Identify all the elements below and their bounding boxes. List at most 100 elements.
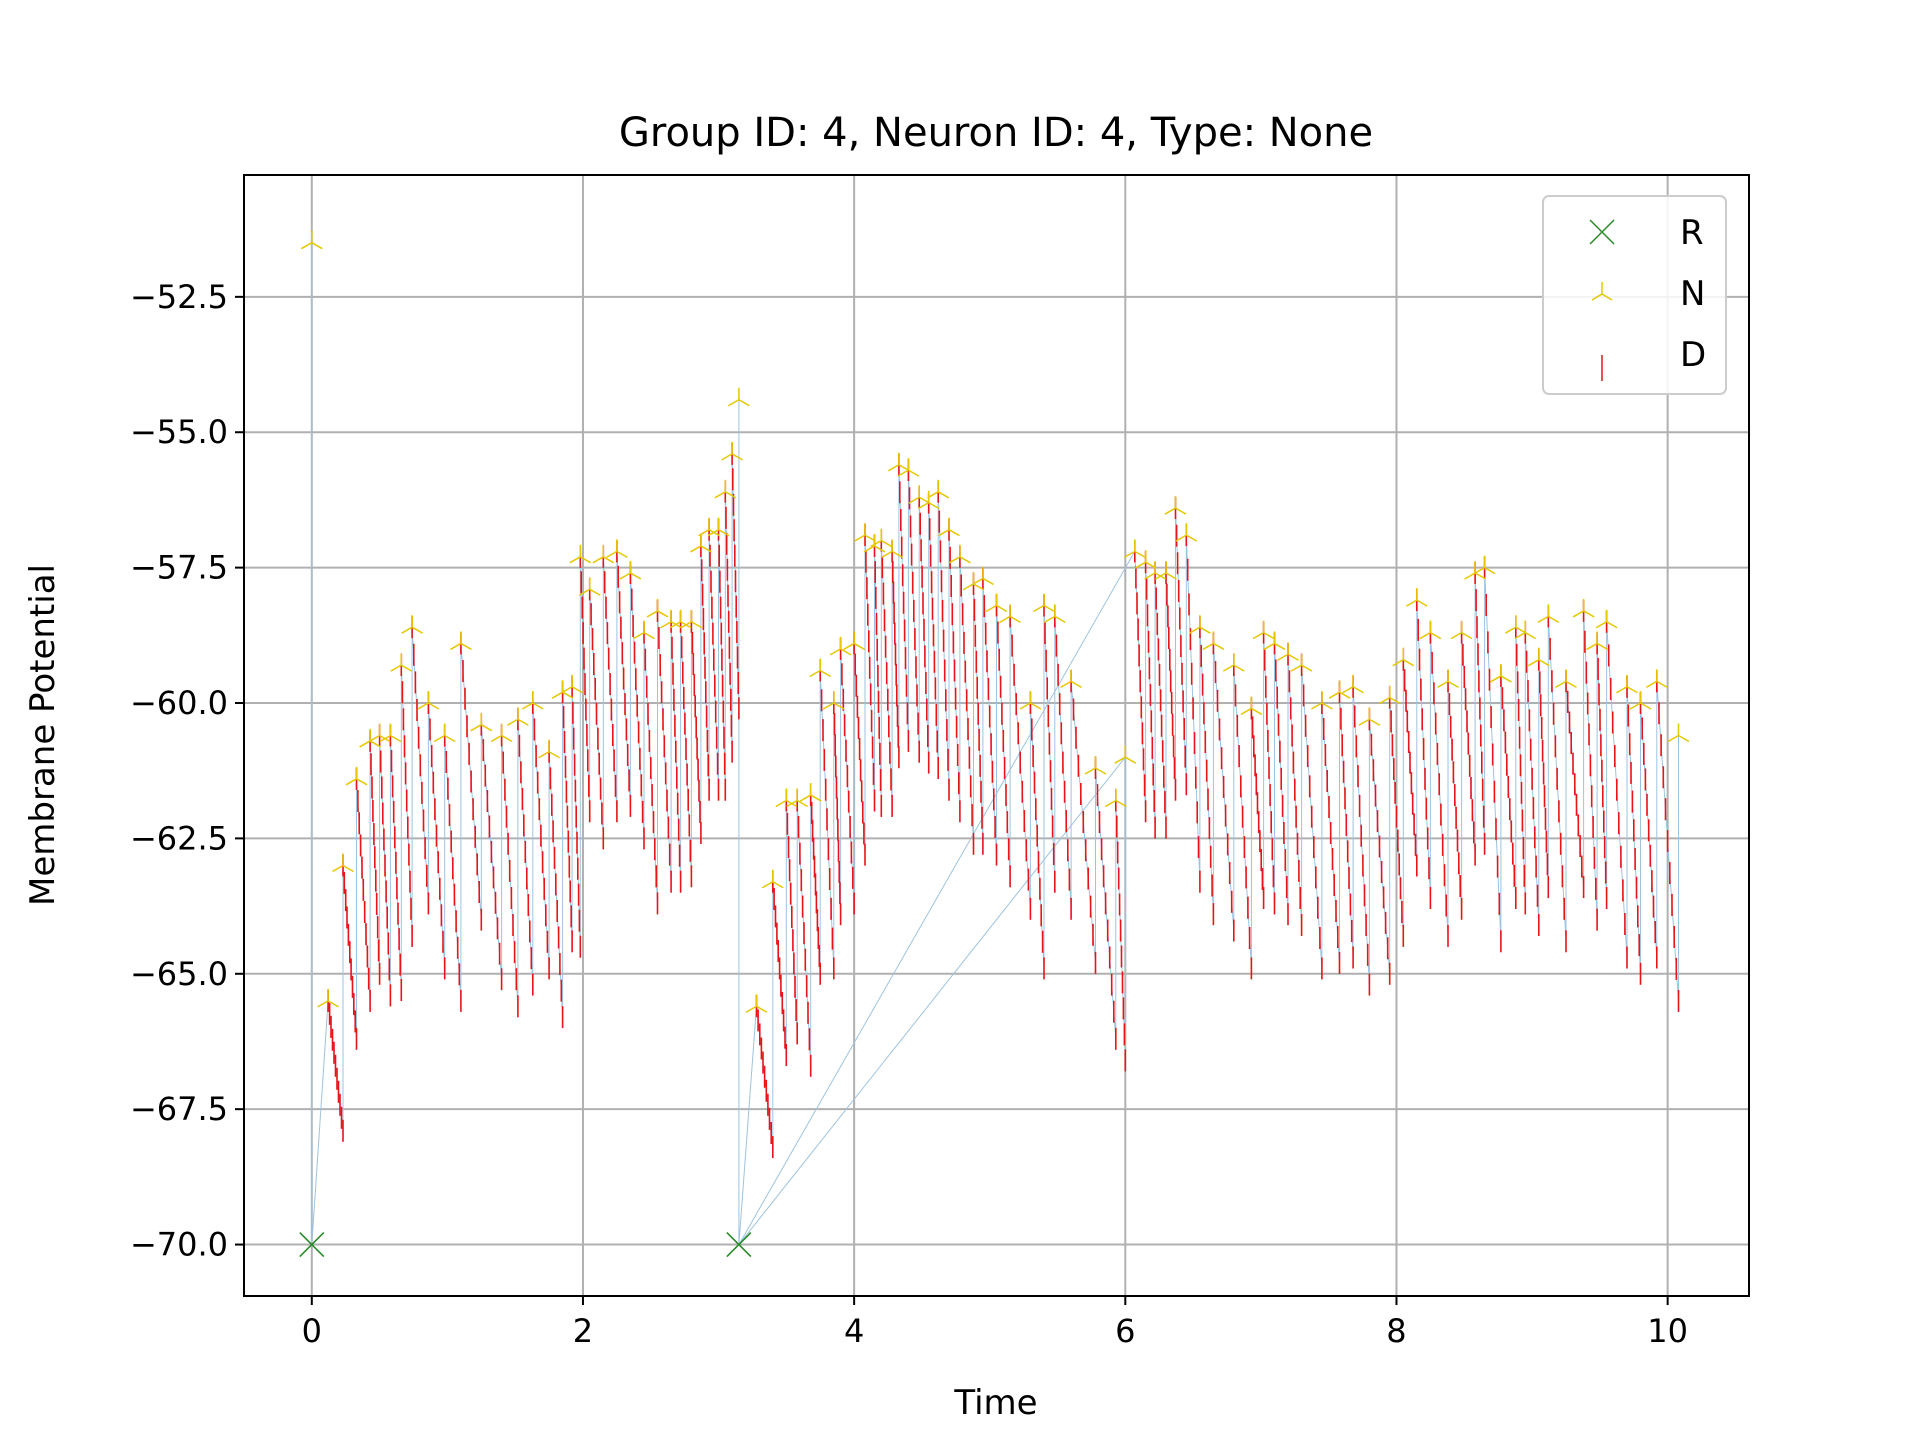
n-marker-left [714, 491, 726, 499]
n-marker-left [332, 864, 344, 873]
n-marker-right [411, 626, 423, 634]
y-tick-label: −65.0 [130, 955, 228, 993]
n-marker-left [829, 648, 841, 656]
n-marker-right [819, 669, 832, 678]
n-marker-left [949, 556, 961, 564]
n-marker-left [1164, 507, 1176, 515]
n-marker-right [1213, 642, 1225, 651]
d-segment [1070, 670, 1097, 974]
n-marker-left [888, 464, 900, 472]
n-marker-right [982, 577, 994, 586]
d-segment [1287, 643, 1303, 936]
n-marker-right [428, 702, 440, 710]
n-marker [1104, 788, 1127, 808]
x-axis-ticks: 0 2 4 6 8 10 [302, 1296, 1688, 1350]
n-marker-right [1134, 550, 1146, 559]
n-marker-right [1274, 642, 1286, 651]
n-marker-left [1252, 631, 1264, 640]
d-segment [1199, 616, 1215, 926]
n-marker-right [1095, 767, 1107, 775]
n-marker [1595, 609, 1618, 629]
legend-label-r: R [1680, 213, 1704, 253]
n-marker-right [691, 621, 703, 629]
n-marker-left [775, 799, 787, 808]
n-marker [799, 783, 822, 802]
n-marker-left [646, 610, 658, 618]
n-marker [538, 739, 560, 759]
d-segment [755, 995, 774, 1159]
n-marker-left [1572, 610, 1584, 618]
n-marker [962, 571, 985, 591]
n-marker-left [1189, 626, 1201, 634]
n-marker [1043, 604, 1066, 624]
n-marker-right [1287, 653, 1299, 661]
n-marker [633, 620, 655, 640]
n-marker [1175, 523, 1198, 542]
n-marker-right [517, 718, 529, 726]
n-marker [999, 604, 1021, 624]
n-marker [690, 533, 712, 553]
n-marker-right [579, 556, 592, 564]
n-marker [417, 691, 440, 710]
n-marker [985, 593, 1008, 613]
n-marker-right [1430, 631, 1442, 640]
n-marker-right [1009, 615, 1021, 624]
n-marker [569, 544, 592, 564]
n-marker-left [569, 556, 581, 564]
n-marker-left [561, 686, 573, 694]
n-marker-right [1606, 621, 1618, 629]
n-marker [345, 766, 368, 786]
n-marker-right [772, 881, 784, 889]
n-marker [1586, 631, 1609, 651]
n-marker [721, 441, 743, 461]
d-segment [1262, 621, 1276, 915]
n-marker [401, 615, 423, 634]
n-marker-right [718, 529, 730, 537]
d-segment [1565, 670, 1585, 899]
d-segment [378, 724, 392, 1007]
n-marker [521, 691, 544, 710]
n-marker-left [1134, 561, 1147, 569]
n-marker [1490, 663, 1512, 683]
n-marker [1263, 631, 1286, 651]
n-marker-right [444, 734, 456, 743]
n-marker-left [317, 1000, 329, 1008]
n-marker [949, 544, 971, 564]
d-segment [616, 540, 632, 817]
n-marker [1378, 685, 1401, 705]
n-marker-right [548, 751, 560, 759]
n-marker-right [501, 734, 513, 743]
d-segment [700, 535, 710, 801]
d-segment [898, 453, 910, 752]
n-marker [592, 544, 615, 564]
n-marker-left [521, 702, 534, 710]
y-tick-label: −52.5 [130, 278, 228, 316]
n-marker-left [1378, 696, 1391, 705]
n-marker [561, 674, 583, 694]
n-marker [490, 723, 513, 743]
n-marker [809, 658, 832, 678]
n-marker-left [1311, 702, 1323, 710]
n-marker [332, 853, 354, 873]
n-marker [1437, 669, 1459, 688]
n-marker-left [1595, 621, 1608, 629]
n-marker-left [897, 469, 909, 477]
n-marker-left [1290, 664, 1302, 672]
d-segment [531, 692, 550, 980]
n-marker-right [1524, 631, 1537, 640]
n-marker [450, 631, 472, 651]
d-segment [500, 724, 519, 1018]
n-marker-right [948, 529, 960, 537]
n-marker [1277, 642, 1299, 661]
d-segment [1009, 605, 1032, 920]
n-marker-left [1358, 718, 1370, 726]
n-marker [1019, 691, 1042, 710]
n-marker-right [1596, 642, 1609, 651]
n-marker [1222, 653, 1245, 672]
n-marker-left [1222, 664, 1235, 672]
n-marker [822, 691, 845, 710]
n-marker [1616, 674, 1638, 694]
n-marker-right [1626, 686, 1638, 694]
n-marker-left [938, 529, 950, 537]
